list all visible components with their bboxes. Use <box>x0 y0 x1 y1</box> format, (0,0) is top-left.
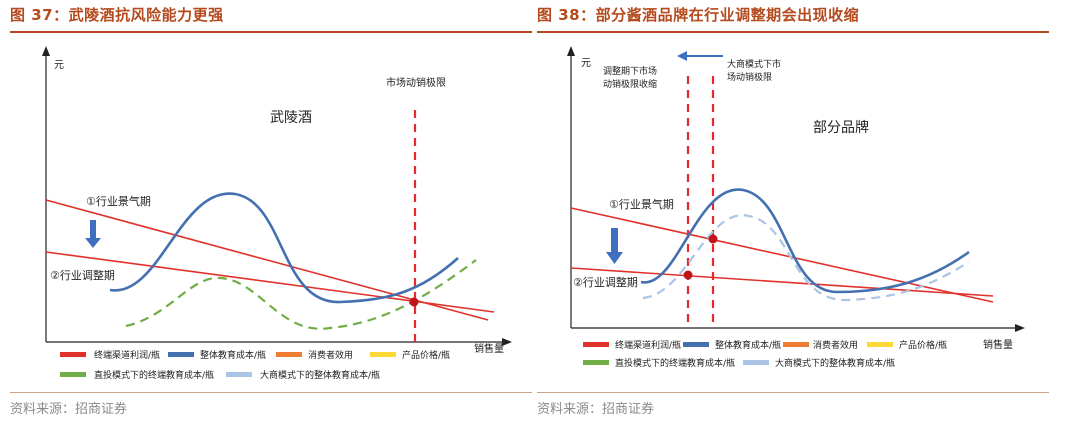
left-footer-rule <box>10 392 532 393</box>
legend-item: 直投模式下的终端教育成本/瓶 <box>583 357 735 369</box>
left-y-unit: 元 <box>54 60 64 71</box>
right-title-rule <box>537 31 1049 33</box>
left-direct-education-cost-curve <box>125 259 477 330</box>
right-phase1-label: ①行业景气期 <box>609 197 674 211</box>
right-phase2-label: ②行业调整期 <box>573 275 638 289</box>
right-marker2-line1: 大商模式下市 <box>727 58 781 70</box>
right-down-arrow-icon <box>606 228 623 264</box>
legend-item: 整体教育成本/瓶 <box>683 339 781 351</box>
left-market-limit-label: 市场动销极限 <box>386 76 446 89</box>
left-y-axis-arrow <box>42 46 50 56</box>
left-phase2-label: ②行业调整期 <box>50 268 115 282</box>
right-figure-panel: 图 38：部分酱酒品牌在行业调整期会出现收缩 元 销售量 调整期下市场 动销极限… <box>537 0 1065 428</box>
legend-item: 消费者效用 <box>276 349 353 361</box>
right-left-arrow-icon <box>677 51 723 61</box>
legend-item: 产品价格/瓶 <box>867 339 947 351</box>
right-x-axis-arrow <box>1015 324 1025 332</box>
left-down-arrow-icon <box>85 220 101 248</box>
legend-label: 大商模式下的整体教育成本/瓶 <box>775 357 895 369</box>
legend-label: 消费者效用 <box>813 339 858 351</box>
right-footer-rule <box>537 392 1049 393</box>
right-legend: 终端渠道利润/瓶 整体教育成本/瓶 消费者效用 产品价格/瓶 直投模式下的终端教… <box>583 339 947 369</box>
legend-label: 直投模式下的终端教育成本/瓶 <box>615 357 735 369</box>
left-x-unit: 销售量 <box>474 342 504 355</box>
left-brand-label: 武陵酒 <box>270 110 312 126</box>
left-x-axis-arrow <box>502 338 512 346</box>
right-marker1-line1: 调整期下市场 <box>603 65 657 77</box>
right-intersection-point-dealer <box>708 234 718 244</box>
left-source: 资料来源：招商证券 <box>10 402 128 417</box>
left-phase1-label: ①行业景气期 <box>86 194 151 208</box>
left-title-rule <box>10 31 532 33</box>
legend-item: 大商模式下的整体教育成本/瓶 <box>226 369 380 381</box>
legend-item: 消费者效用 <box>783 339 858 351</box>
legend-item: 直投模式下的终端教育成本/瓶 <box>60 369 214 381</box>
legend-label: 整体教育成本/瓶 <box>200 349 266 361</box>
right-x-unit: 销售量 <box>983 338 1013 351</box>
left-figure-panel: 图 37：武陵酒抗风险能力更强 元 销售量 市场动销极限 武陵酒 ①行业景气期 … <box>10 0 538 428</box>
left-intersection-point <box>409 297 419 307</box>
right-marker1-line2: 动销极限收缩 <box>603 78 657 90</box>
right-profit-line-adjust <box>570 267 994 297</box>
legend-item: 产品价格/瓶 <box>370 349 450 361</box>
left-chart: 元 销售量 市场动销极限 武陵酒 ①行业景气期 ②行业调整期 终端渠道利润/瓶 <box>42 46 512 381</box>
legend-label: 产品价格/瓶 <box>402 349 450 361</box>
right-intersection-point-adjust <box>683 270 693 280</box>
right-overall-education-cost-curve <box>640 188 970 294</box>
right-brand-label: 部分品牌 <box>813 119 869 136</box>
legend-label: 终端渠道利润/瓶 <box>94 349 160 361</box>
legend-label: 终端渠道利润/瓶 <box>615 339 681 351</box>
right-chart: 元 销售量 调整期下市场 动销极限收缩 大商模式下市 场动销极限 部分品牌 ①行… <box>567 46 1025 369</box>
legend-label: 整体教育成本/瓶 <box>715 339 781 351</box>
right-marker2-line2: 场动销极限 <box>727 71 772 83</box>
right-figure-title: 图 38：部分酱酒品牌在行业调整期会出现收缩 <box>537 6 860 24</box>
legend-item: 大商模式下的整体教育成本/瓶 <box>743 357 895 369</box>
left-legend: 终端渠道利润/瓶 整体教育成本/瓶 消费者效用 产品价格/瓶 直投模式下的终端教… <box>60 349 450 381</box>
legend-label: 产品价格/瓶 <box>899 339 947 351</box>
legend-label: 消费者效用 <box>308 349 353 361</box>
left-profit-line-adjust <box>45 251 495 313</box>
legend-label: 直投模式下的终端教育成本/瓶 <box>94 369 214 381</box>
legend-label: 大商模式下的整体教育成本/瓶 <box>260 369 380 381</box>
right-dealer-education-cost-curve <box>642 214 970 302</box>
left-figure-title: 图 37：武陵酒抗风险能力更强 <box>10 6 224 24</box>
right-y-axis-arrow <box>567 46 575 56</box>
legend-item: 整体教育成本/瓶 <box>168 349 266 361</box>
right-source: 资料来源：招商证券 <box>537 402 655 417</box>
right-y-unit: 元 <box>581 58 591 69</box>
left-overall-education-cost-curve <box>109 192 459 304</box>
legend-item: 终端渠道利润/瓶 <box>583 339 681 351</box>
legend-item: 终端渠道利润/瓶 <box>60 349 160 361</box>
